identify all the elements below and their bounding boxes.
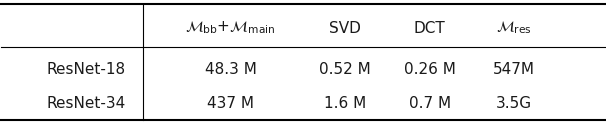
Text: $\mathcal{M}_{\mathrm{bb}}$+$\mathcal{M}_{\mathrm{main}}$: $\mathcal{M}_{\mathrm{bb}}$+$\mathcal{M}… bbox=[185, 20, 276, 36]
Text: ResNet-34: ResNet-34 bbox=[46, 96, 125, 111]
Text: SVD: SVD bbox=[329, 21, 361, 36]
Text: 0.26 M: 0.26 M bbox=[404, 62, 456, 77]
Text: 547M: 547M bbox=[493, 62, 535, 77]
Text: 48.3 M: 48.3 M bbox=[205, 62, 256, 77]
Text: 1.6 M: 1.6 M bbox=[324, 96, 367, 111]
Text: 3.5G: 3.5G bbox=[496, 96, 532, 111]
Text: DCT: DCT bbox=[414, 21, 445, 36]
Text: 437 M: 437 M bbox=[207, 96, 254, 111]
Text: 0.7 M: 0.7 M bbox=[408, 96, 451, 111]
Text: $\mathcal{M}_{\mathrm{res}}$: $\mathcal{M}_{\mathrm{res}}$ bbox=[496, 20, 532, 36]
Text: ResNet-18: ResNet-18 bbox=[46, 62, 125, 77]
Text: 0.52 M: 0.52 M bbox=[319, 62, 371, 77]
